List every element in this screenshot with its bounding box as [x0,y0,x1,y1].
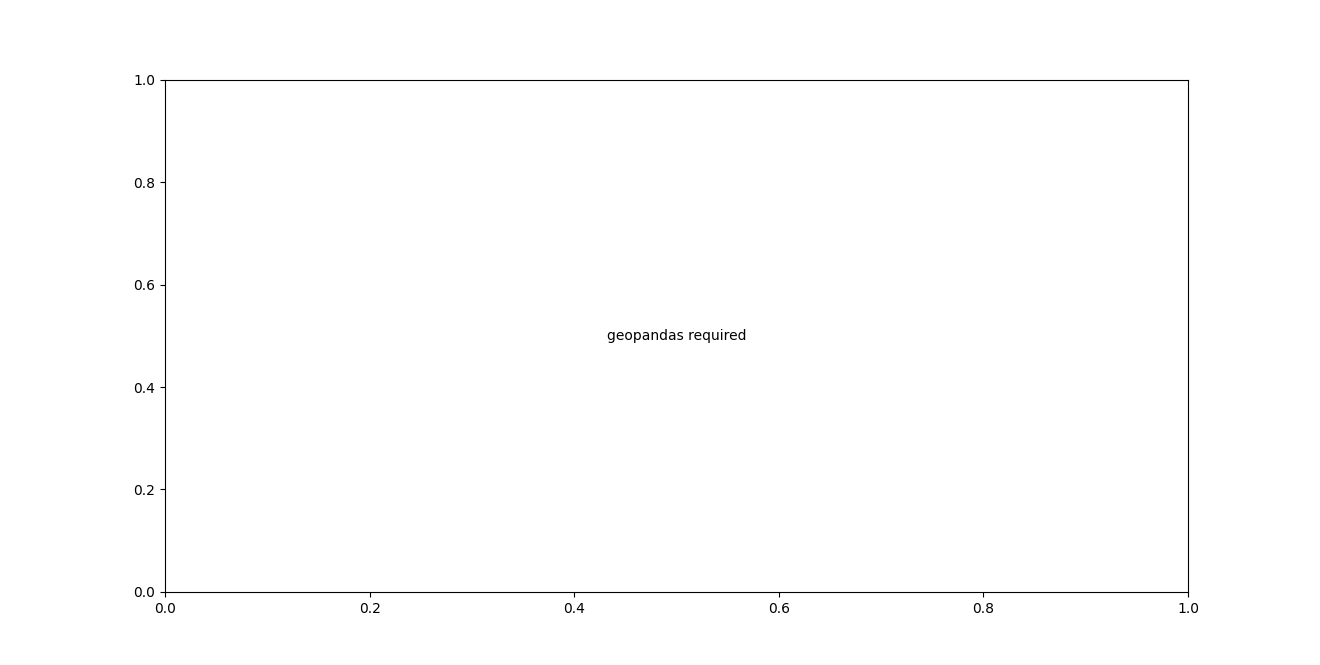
Text: geopandas required: geopandas required [607,329,746,343]
